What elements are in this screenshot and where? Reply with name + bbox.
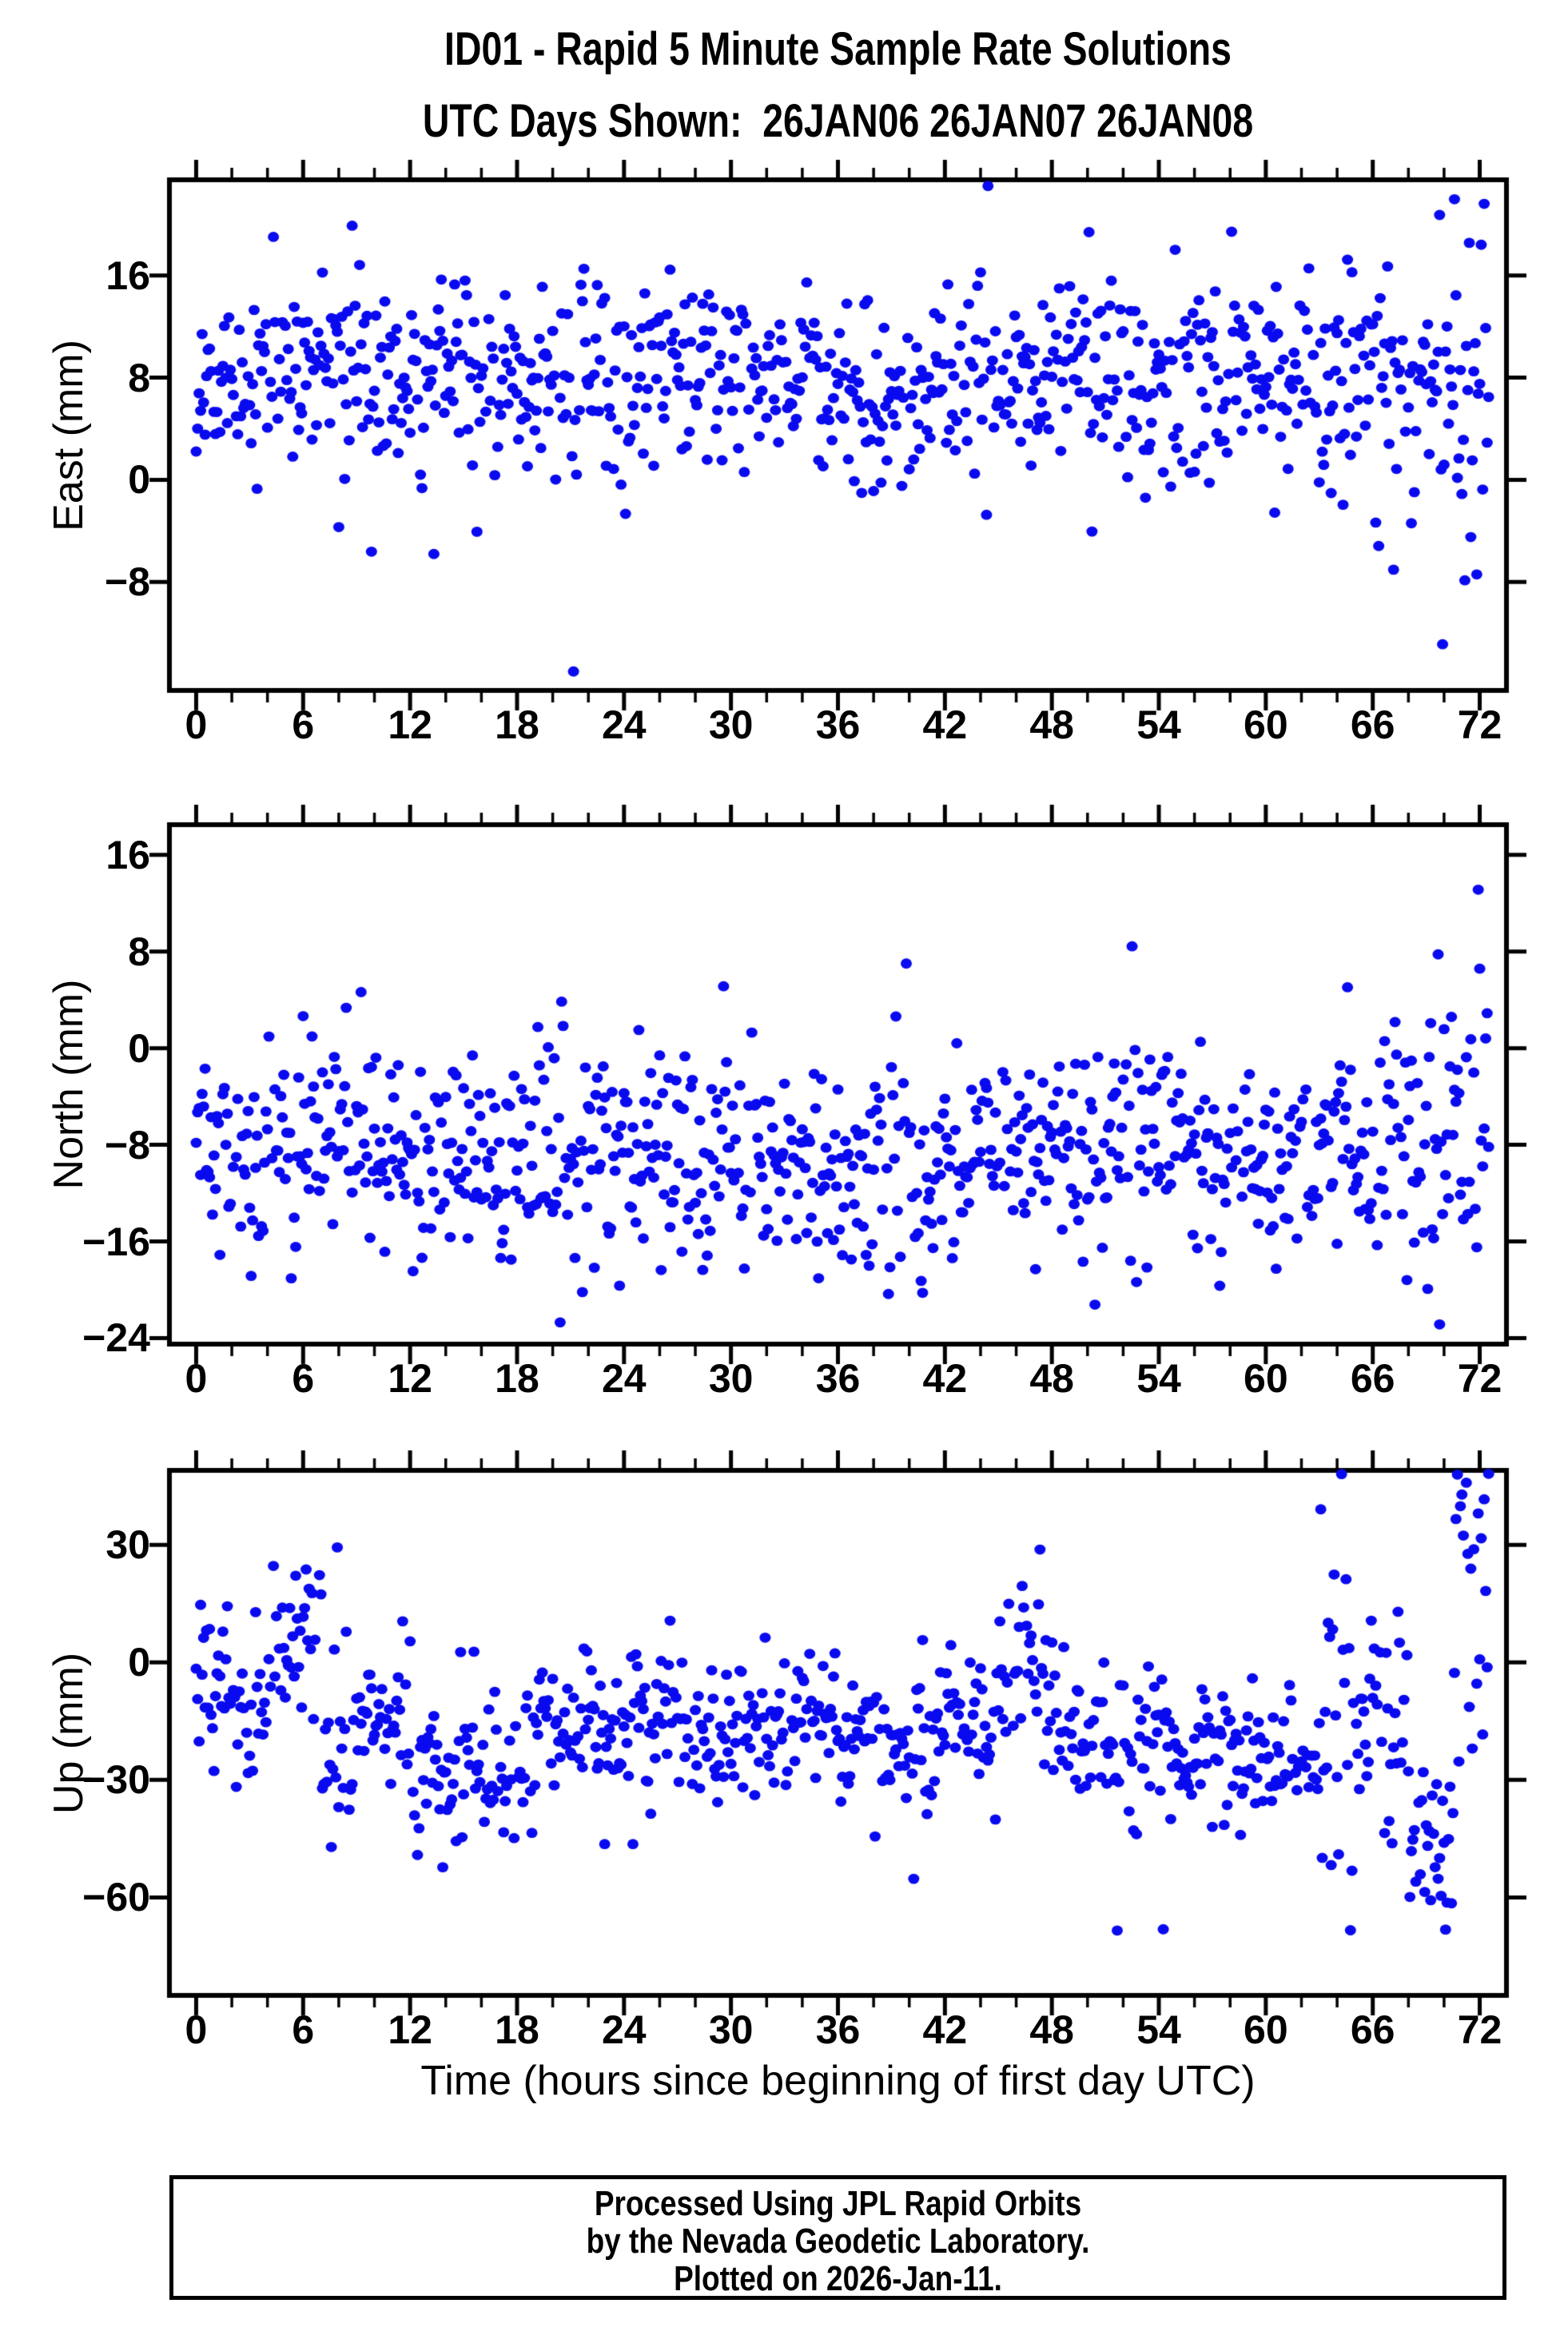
x-tick-label: 30: [708, 702, 754, 747]
x-tick-label: 66: [1350, 2007, 1395, 2052]
y-tick-label: 16: [105, 253, 150, 298]
x-tick-label: 12: [388, 2007, 432, 2052]
x-tick-label: 0: [185, 1356, 208, 1401]
x-tick-label: 30: [708, 1356, 754, 1401]
y-tick-label: −60: [82, 1875, 150, 1920]
x-tick-label: 24: [602, 702, 647, 747]
x-tick-label: 30: [708, 2007, 754, 2052]
x-tick-label: 6: [292, 702, 315, 747]
x-tick-label: 24: [602, 1356, 647, 1401]
x-tick-label: 12: [388, 702, 432, 747]
x-tick-label: 54: [1136, 1356, 1181, 1401]
y-tick-label: 16: [105, 832, 150, 877]
x-tick-label: 72: [1457, 1356, 1502, 1401]
x-tick-label: 18: [495, 702, 539, 747]
x-tick-label: 36: [815, 2007, 861, 2052]
x-tick-label: 60: [1244, 2007, 1288, 2052]
x-tick-label: 54: [1136, 2007, 1181, 2052]
y-tick-label: −8: [104, 559, 150, 605]
x-tick-label: 72: [1457, 702, 1502, 747]
y-tick-label: 0: [128, 1025, 150, 1071]
y-tick-label: 0: [128, 1640, 150, 1685]
figure-title: ID01 - Rapid 5 Minute Sample Rate Soluti…: [444, 23, 1232, 75]
x-tick-label: 6: [292, 2007, 315, 2052]
x-tick-label: 48: [1029, 702, 1074, 747]
x-tick-label: 36: [815, 702, 861, 747]
x-tick-label: 60: [1244, 702, 1288, 747]
x-tick-label: 48: [1029, 2007, 1074, 2052]
y-tick-label: 0: [128, 457, 150, 503]
y-tick-label: −24: [82, 1315, 150, 1361]
y-tick-label: 8: [128, 929, 150, 974]
x-tick-label: 36: [815, 1356, 861, 1401]
footer-line-1: Processed Using JPL Rapid Orbits: [594, 2184, 1082, 2223]
y-tick-label: 30: [105, 1522, 150, 1568]
x-tick-label: 18: [495, 2007, 539, 2052]
figure-subtitle: UTC Days Shown: 26JAN06 26JAN07 26JAN08: [422, 95, 1254, 147]
x-tick-label: 18: [495, 1356, 539, 1401]
x-tick-label: 66: [1350, 702, 1395, 747]
x-tick-label: 48: [1029, 1356, 1074, 1401]
y-tick-label: −16: [82, 1219, 150, 1264]
y-tick-label: −30: [82, 1757, 150, 1803]
x-tick-label: 42: [922, 2007, 968, 2052]
x-tick-label: 72: [1457, 2007, 1502, 2052]
x-axis-label: Time (hours since beginning of first day…: [420, 2058, 1256, 2104]
footer-line-2: by the Nevada Geodetic Laboratory.: [586, 2222, 1090, 2261]
x-tick-label: 12: [388, 1356, 432, 1401]
y-tick-label: −8: [104, 1122, 150, 1168]
x-tick-label: 0: [185, 702, 208, 747]
x-tick-label: 66: [1350, 1356, 1395, 1401]
x-tick-label: 0: [185, 2007, 208, 2052]
footer-line-3: Plotted on 2026-Jan-11.: [674, 2259, 1002, 2298]
x-tick-label: 42: [922, 1356, 968, 1401]
x-tick-label: 60: [1244, 1356, 1288, 1401]
footer-box: Processed Using JPL Rapid Orbits by the …: [169, 2175, 1506, 2300]
x-tick-label: 42: [922, 702, 968, 747]
y-tick-label: 8: [128, 355, 150, 400]
x-tick-label: 54: [1136, 702, 1181, 747]
x-tick-label: 6: [292, 1356, 315, 1401]
x-tick-label: 24: [602, 2007, 647, 2052]
